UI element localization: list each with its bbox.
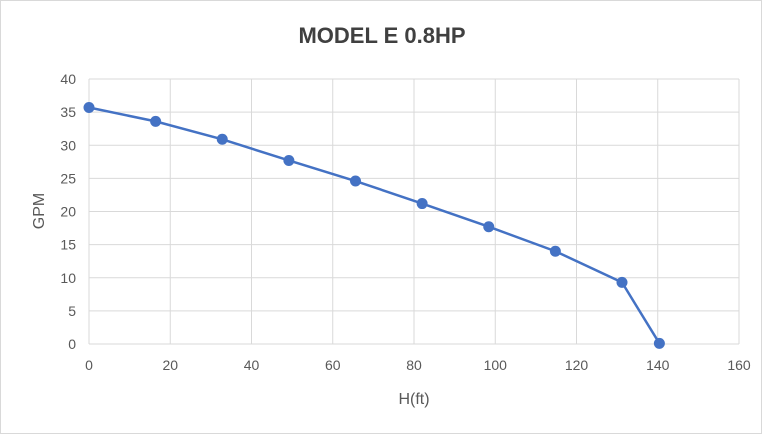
data-point	[150, 115, 162, 127]
x-tick-label: 40	[244, 357, 260, 373]
data-point	[83, 101, 95, 113]
data-point	[216, 133, 228, 145]
x-tick-label: 100	[484, 357, 508, 373]
y-tick-label: 25	[60, 170, 76, 186]
data-point	[549, 245, 561, 257]
data-point	[483, 221, 495, 233]
series	[83, 101, 665, 349]
data-point	[350, 175, 361, 187]
y-tick-label: 35	[60, 104, 76, 120]
y-tick-label: 20	[60, 204, 76, 220]
data-point	[653, 337, 665, 349]
x-tick-label: 60	[325, 357, 341, 373]
y-tick-label: 40	[60, 71, 76, 87]
y-tick-labels: 0 5 10 15 20 25 30 35 40	[60, 71, 76, 352]
x-tick-label: 80	[406, 357, 422, 373]
data-point	[416, 198, 428, 210]
chart-title: MODEL E 0.8HP	[298, 23, 465, 48]
y-tick-label: 0	[68, 336, 76, 352]
y-axis-title: GPM	[31, 193, 48, 229]
x-tick-label: 120	[565, 357, 589, 373]
data-point	[283, 154, 295, 166]
gridlines	[88, 78, 740, 345]
x-tick-label: 20	[162, 357, 178, 373]
y-tick-label: 5	[68, 303, 76, 319]
data-point	[616, 276, 628, 288]
y-tick-label: 10	[60, 270, 76, 286]
y-tick-label: 30	[60, 137, 76, 153]
x-axis-title: H(ft)	[398, 391, 429, 408]
y-tick-label: 15	[60, 237, 76, 253]
x-tick-label: 160	[727, 357, 751, 373]
x-tick-labels: 0 20 40 60 80 100 120 140 160	[85, 357, 751, 373]
x-tick-label: 140	[646, 357, 670, 373]
x-tick-label: 0	[85, 357, 93, 373]
series-line	[88, 106, 661, 344]
